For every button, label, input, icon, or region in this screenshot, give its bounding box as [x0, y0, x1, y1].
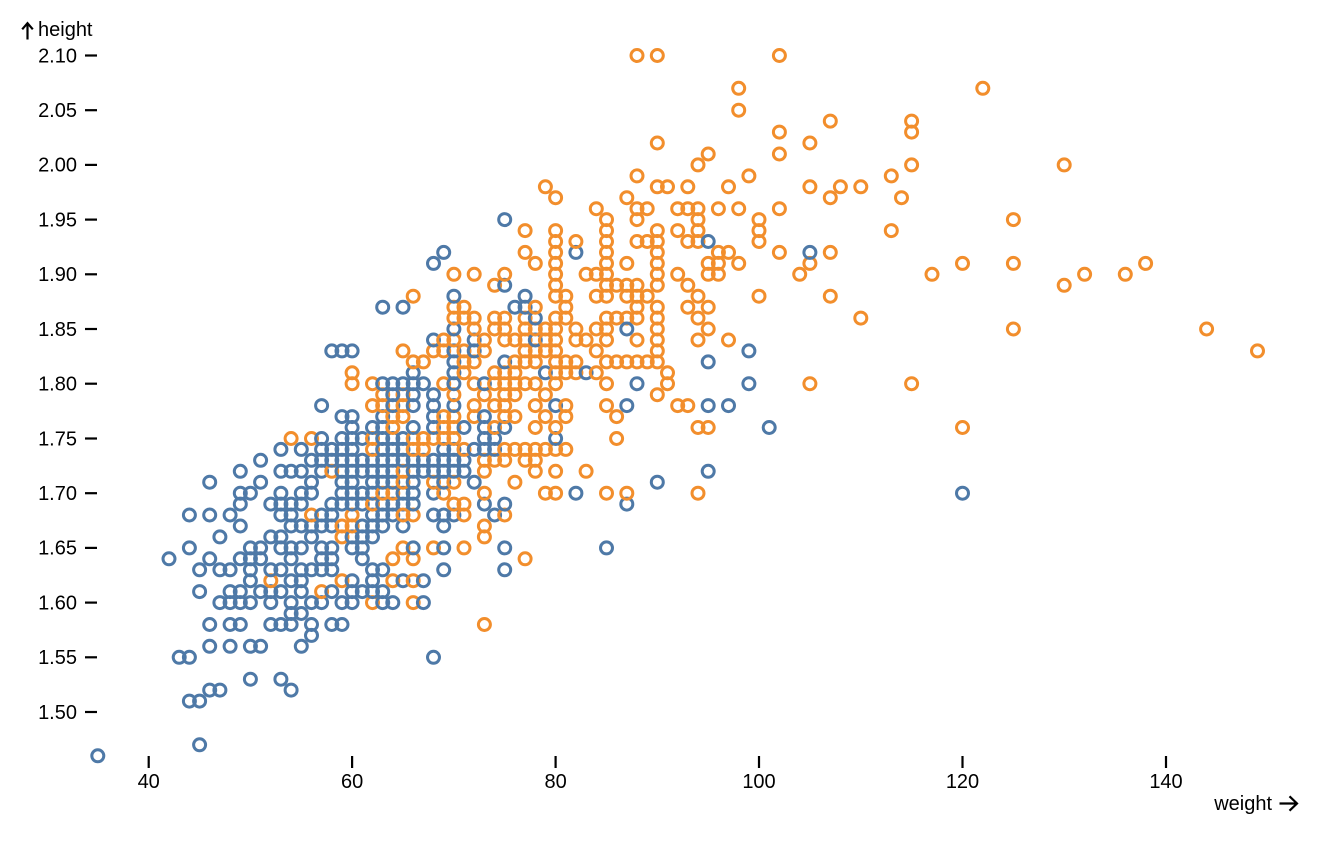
svg-text:100: 100 — [742, 771, 775, 793]
svg-text:40: 40 — [138, 771, 160, 793]
svg-text:height: height — [38, 19, 93, 41]
svg-text:1.85: 1.85 — [38, 319, 77, 341]
svg-text:2.00: 2.00 — [38, 155, 77, 177]
svg-text:60: 60 — [341, 771, 363, 793]
svg-text:1.55: 1.55 — [38, 647, 77, 669]
svg-text:80: 80 — [544, 771, 566, 793]
svg-text:140: 140 — [1149, 771, 1182, 793]
svg-text:1.90: 1.90 — [38, 264, 77, 286]
svg-text:2.05: 2.05 — [38, 100, 77, 122]
svg-text:2.10: 2.10 — [38, 45, 77, 67]
svg-text:120: 120 — [946, 771, 979, 793]
svg-text:1.65: 1.65 — [38, 538, 77, 560]
svg-text:1.60: 1.60 — [38, 592, 77, 614]
svg-text:1.75: 1.75 — [38, 428, 77, 450]
svg-text:weight: weight — [1213, 793, 1272, 815]
svg-text:1.95: 1.95 — [38, 209, 77, 231]
svg-text:1.80: 1.80 — [38, 373, 77, 395]
svg-text:1.70: 1.70 — [38, 483, 77, 505]
svg-text:1.50: 1.50 — [38, 702, 77, 724]
